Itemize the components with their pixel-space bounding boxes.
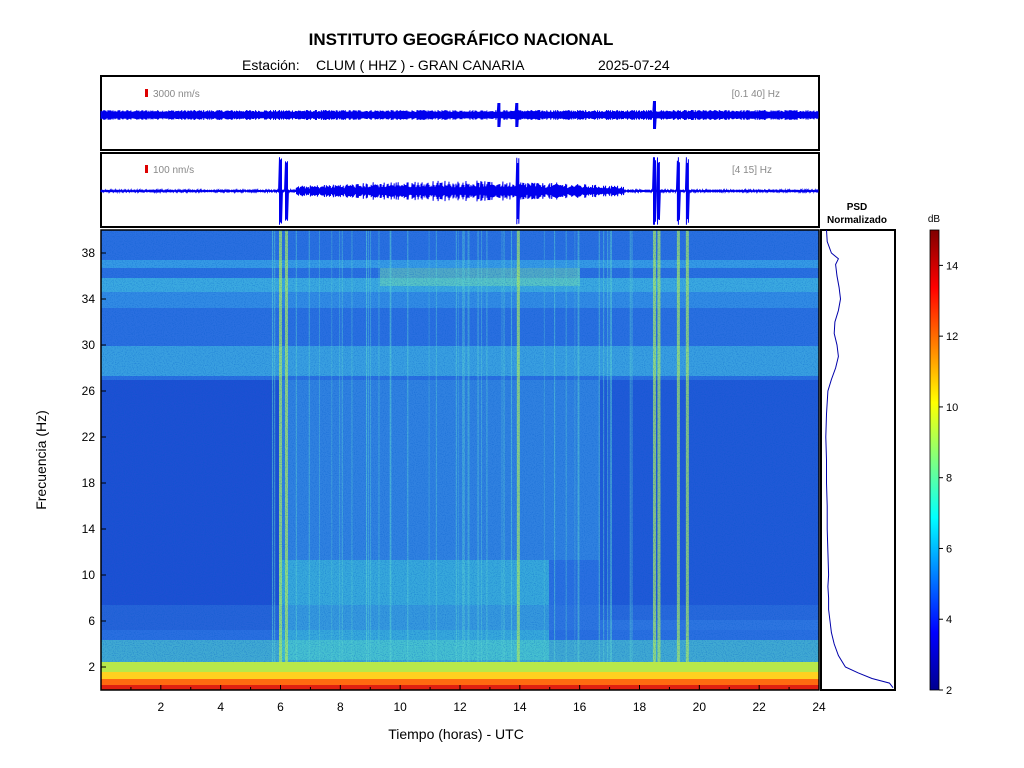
colorbar-ticks: 2 4 6 8 10 12 14	[939, 260, 958, 697]
y-tick-label: 6	[88, 614, 95, 628]
y-tick-label: 34	[82, 292, 96, 306]
y-tick-label: 22	[82, 430, 96, 444]
x-tick-label: 10	[393, 700, 407, 714]
waveform-trace-broadband	[100, 100, 819, 130]
y-tick-label: 10	[82, 568, 96, 582]
colorbar: dB 2 4 6 8 10 12 14	[928, 214, 958, 697]
scale-bar-filtered	[145, 165, 148, 173]
x-tick-label: 20	[693, 700, 707, 714]
x-tick-label: 4	[217, 700, 224, 714]
filter-label-broadband: [0.1 40] Hz	[732, 89, 780, 100]
y-tick-label: 38	[82, 246, 96, 260]
date-label: 2025-07-24	[598, 57, 670, 73]
y-tick-label: 18	[82, 476, 96, 490]
x-axis: 2 4 6 8 10 12 14 16 18 20 22 24	[130, 685, 826, 714]
scale-bar-broadband	[145, 89, 148, 97]
spectrogram-panel: 2 4 6 8 10 12 14 16 18 20 22 24 261014182226303438 …	[33, 229, 826, 742]
x-tick-label: 12	[453, 700, 467, 714]
x-axis-label: Tiempo (horas) - UTC	[388, 726, 524, 742]
waveform-panel-broadband: 3000 nm/s [0.1 40] Hz	[100, 75, 820, 151]
station-label: Estación:	[242, 57, 300, 73]
x-tick-label: 16	[573, 700, 587, 714]
scale-label-filtered: 100 nm/s	[153, 165, 194, 176]
psd-title: PSD	[847, 202, 868, 213]
y-tick-label: 30	[82, 338, 96, 352]
colorbar-tick-label: 8	[946, 473, 952, 485]
psd-curve	[825, 229, 894, 689]
station-name: CLUM ( HHZ ) - GRAN CANARIA	[316, 57, 525, 73]
psd-subtitle: Normalizado	[827, 215, 887, 226]
x-tick-label: 24	[812, 700, 826, 714]
colorbar-unit: dB	[928, 214, 941, 225]
colorbar-tick-label: 4	[946, 614, 952, 626]
x-tick-label: 22	[752, 700, 766, 714]
colorbar-tick-label: 10	[946, 402, 958, 414]
y-tick-label: 26	[82, 384, 96, 398]
scale-label-broadband: 3000 nm/s	[153, 89, 200, 100]
waveform-panel-filtered: 100 nm/s [4 15] Hz	[100, 152, 820, 228]
waveform-trace-filtered	[100, 157, 819, 225]
colorbar-tick-label: 12	[946, 331, 958, 343]
psd-panel: PSD Normalizado	[820, 202, 896, 691]
x-tick-label: 2	[157, 700, 164, 714]
x-tick-label: 8	[337, 700, 344, 714]
x-tick-label: 6	[277, 700, 284, 714]
y-tick-label: 2	[88, 660, 95, 674]
colorbar-gradient	[929, 229, 940, 691]
y-axis-label: Frecuencia (Hz)	[33, 410, 49, 510]
colorbar-tick-label: 14	[946, 260, 958, 272]
x-tick-label: 14	[513, 700, 527, 714]
filter-label-filtered: [4 15] Hz	[732, 165, 772, 176]
y-tick-label: 14	[82, 522, 96, 536]
x-tick-label: 18	[633, 700, 647, 714]
colorbar-tick-label: 2	[946, 685, 952, 697]
colorbar-tick-label: 6	[946, 543, 952, 555]
figure-title: INSTITUTO GEOGRÁFICO NACIONAL	[309, 30, 614, 49]
